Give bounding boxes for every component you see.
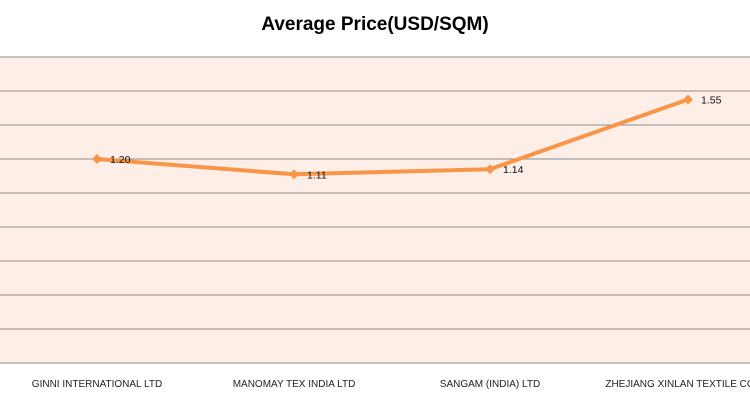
data-label: 1.55	[701, 95, 722, 107]
series-line	[95, 97, 690, 177]
data-point	[289, 169, 299, 180]
data-label: 1.14	[503, 164, 524, 176]
data-point	[92, 154, 102, 164]
data-label: 1.11	[307, 169, 327, 181]
chart-title: Average Price(USD/SQM)	[261, 14, 489, 35]
data-point	[485, 164, 495, 175]
x-tick-label: MANOMAY TEX INDIA LTD	[233, 379, 356, 390]
data-label: 1.20	[110, 154, 131, 166]
x-tick-label: ZHEJIANG XINLAN TEXTILE CO	[605, 379, 750, 390]
data-point	[683, 94, 693, 105]
x-tick-label: GINNI INTERNATIONAL LTD	[32, 379, 162, 390]
plot-area	[0, 57, 750, 363]
x-tick-label: SANGAM (INDIA) LTD	[440, 379, 540, 390]
